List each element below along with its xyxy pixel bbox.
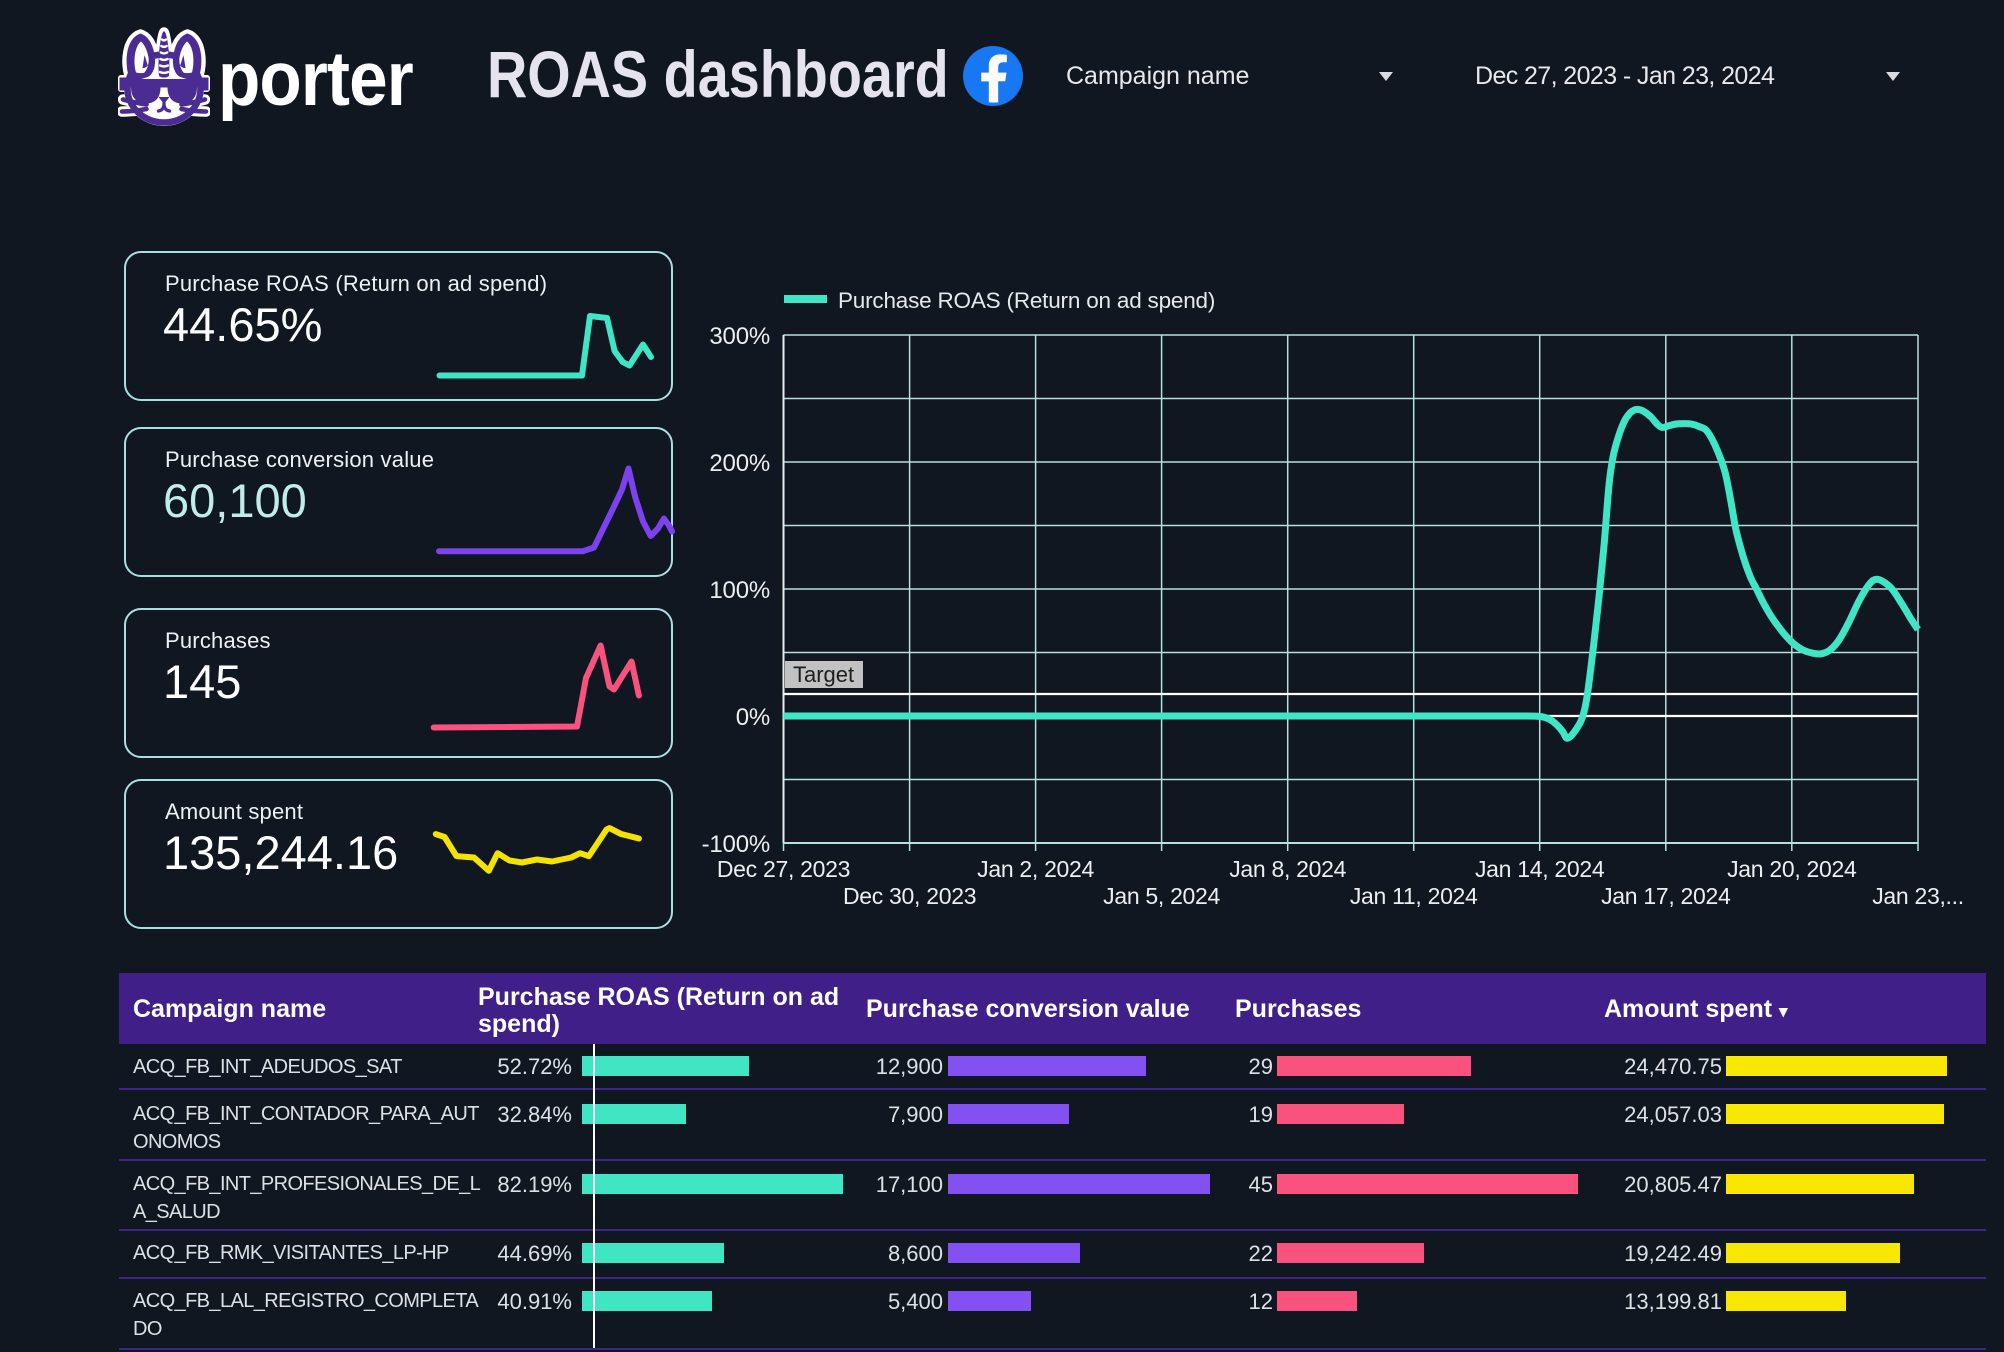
- svg-text:200%: 200%: [709, 450, 770, 477]
- svg-text:0%: 0%: [736, 704, 770, 731]
- svg-text:Purchase ROAS (Return on ad sp: Purchase ROAS (Return on ad spend): [838, 288, 1215, 313]
- svg-text:300%: 300%: [709, 323, 770, 350]
- svg-text:Jan 17, 2024: Jan 17, 2024: [1601, 883, 1731, 909]
- svg-text:Dec 30, 2023: Dec 30, 2023: [843, 883, 976, 909]
- svg-text:Jan 11, 2024: Jan 11, 2024: [1350, 883, 1478, 909]
- svg-text:Jan 8, 2024: Jan 8, 2024: [1229, 856, 1346, 882]
- svg-text:100%: 100%: [709, 577, 770, 604]
- svg-text:Jan 23,...: Jan 23,...: [1872, 883, 1964, 909]
- svg-text:Jan 20, 2024: Jan 20, 2024: [1727, 856, 1857, 882]
- svg-text:Dec 27, 2023: Dec 27, 2023: [717, 856, 850, 882]
- svg-text:Target: Target: [793, 662, 854, 687]
- svg-text:Jan 5, 2024: Jan 5, 2024: [1103, 883, 1220, 909]
- svg-text:Jan 14, 2024: Jan 14, 2024: [1475, 856, 1605, 882]
- svg-text:-100%: -100%: [702, 831, 770, 858]
- svg-text:Jan 2, 2024: Jan 2, 2024: [977, 856, 1094, 882]
